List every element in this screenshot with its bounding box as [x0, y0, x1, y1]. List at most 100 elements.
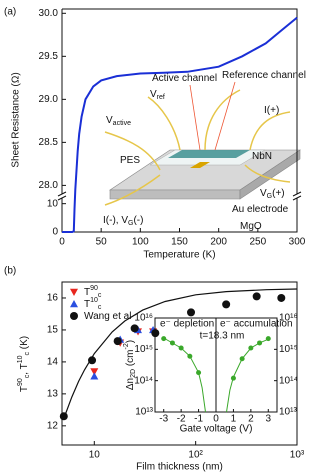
text-part: c: [98, 292, 102, 299]
fit-line: [226, 338, 269, 413]
diagram-label: I(-), VG(-): [103, 215, 143, 227]
point: [90, 368, 99, 376]
y-axis-label: T90c, T10c (K): [17, 336, 31, 392]
y2-tick-label: 10¹³: [279, 407, 297, 418]
diagram-label: Reference channel: [222, 70, 306, 81]
annotation: e⁻ accumulation: [220, 319, 293, 330]
panel-label: (a): [4, 7, 16, 18]
text-part: 2D: [130, 369, 137, 378]
point: [113, 337, 122, 346]
x-axis-label: Film thickness (nm): [136, 462, 223, 473]
y-tick-label: 12: [47, 420, 59, 431]
axis-break: [57, 191, 67, 201]
diagram-label: Au electrode: [232, 204, 289, 215]
y-axis-label: Sheet Resistance (Ω): [11, 72, 22, 167]
text-part: Wang et al: [84, 311, 131, 322]
legend-label: Wang et al: [84, 311, 131, 322]
text-part: T: [19, 386, 30, 392]
text-part: c: [24, 374, 31, 378]
text-part: I(+): [264, 105, 279, 116]
text-part: Reference channel: [222, 70, 306, 81]
text-part: G: [267, 193, 272, 200]
data-line: [62, 16, 298, 233]
y2-tick-label: 10¹⁵: [279, 344, 298, 355]
y2-tick-label: 10¹⁶: [279, 313, 298, 324]
text-part: 10: [17, 355, 24, 363]
text-part: 90: [17, 378, 24, 386]
point: [130, 324, 139, 333]
legend-label: T90c: [84, 285, 102, 299]
text-part: (cm: [125, 349, 136, 368]
y-tick-label: 0: [52, 227, 58, 238]
y-axis-label: Δn2D (cm-2): [123, 340, 137, 390]
y-tick-label: 10: [47, 198, 59, 209]
text-part: c: [24, 351, 31, 355]
x-tick-label: 2: [248, 414, 254, 425]
text-part: G: [128, 220, 133, 227]
x-tick-label: 300: [289, 237, 306, 248]
y-tick-label: 15: [47, 325, 59, 336]
text-part: -2: [123, 343, 130, 349]
text-part: Au electrode: [232, 204, 289, 215]
x-tick-label: 200: [210, 237, 227, 248]
x-axis-label: Gate voltage (V): [180, 424, 253, 435]
text-part: (-): [133, 215, 143, 226]
x-tick-label: -2: [177, 414, 186, 425]
text-part: ref: [157, 94, 165, 101]
y-tick-label: 13: [47, 389, 59, 400]
point: [252, 292, 261, 301]
fit-line: [63, 288, 298, 419]
point: [90, 372, 99, 380]
text-part: T: [84, 287, 90, 298]
text-part: PES: [120, 155, 140, 166]
text-part: T: [84, 299, 90, 310]
text-part: V: [260, 188, 267, 199]
text-part: I(-), V: [103, 215, 128, 226]
point: [222, 300, 231, 309]
point: [88, 356, 97, 365]
text-part: NbN: [252, 151, 272, 162]
legend-marker: [70, 312, 78, 320]
device-diagram: [104, 81, 301, 206]
x-tick-label: 10: [89, 450, 101, 461]
diagram-label: NbN: [252, 151, 272, 162]
diagram-label: PES: [120, 155, 140, 166]
x-tick-label: 0: [59, 237, 65, 248]
text-part: 10: [90, 297, 98, 304]
fit-line: [163, 337, 206, 413]
x-tick-label: -3: [159, 414, 168, 425]
y2-tick-label: 10¹⁴: [279, 375, 298, 386]
axes-frame: [61, 281, 298, 446]
x-tick-label: 3: [266, 414, 272, 425]
x-tick-label: 10³: [290, 450, 305, 461]
diagram-label: I(+): [264, 105, 279, 116]
text-part: Active channel: [152, 73, 217, 84]
y-tick-label: 10¹⁵: [134, 344, 153, 355]
diagram-label: Vref: [150, 89, 165, 101]
text-part: active: [113, 120, 131, 127]
point: [59, 412, 68, 421]
legend-marker: [70, 288, 78, 296]
y-tick-label: 14: [47, 357, 59, 368]
y-tick-label: 29.0: [39, 94, 59, 105]
text-part: c: [98, 304, 102, 311]
x-tick-label: -1: [194, 414, 203, 425]
text-part: MgO: [240, 221, 262, 232]
text-part: ): [125, 340, 136, 343]
annotation: t=18.3 nm: [200, 331, 245, 342]
y-tick-label: 16: [47, 293, 59, 304]
x-tick-label: 150: [171, 237, 188, 248]
x-tick-label: 1: [231, 414, 237, 425]
legend-marker: [70, 300, 78, 308]
x-tick-label: 250: [249, 237, 266, 248]
x-tick-label: 0: [213, 414, 219, 425]
figure: (a)0 50 100 150 200 250 30028.028.529.029.530.…: [4, 7, 306, 473]
y-tick-label: 28.0: [39, 180, 59, 191]
point: [187, 308, 196, 317]
text-part: 90: [90, 285, 98, 292]
text-part: , T: [19, 363, 30, 374]
diagram-label: VG(+): [260, 188, 285, 200]
axis-break: [292, 191, 302, 201]
annotation: e⁻ depletion: [160, 319, 214, 330]
point: [277, 293, 286, 302]
